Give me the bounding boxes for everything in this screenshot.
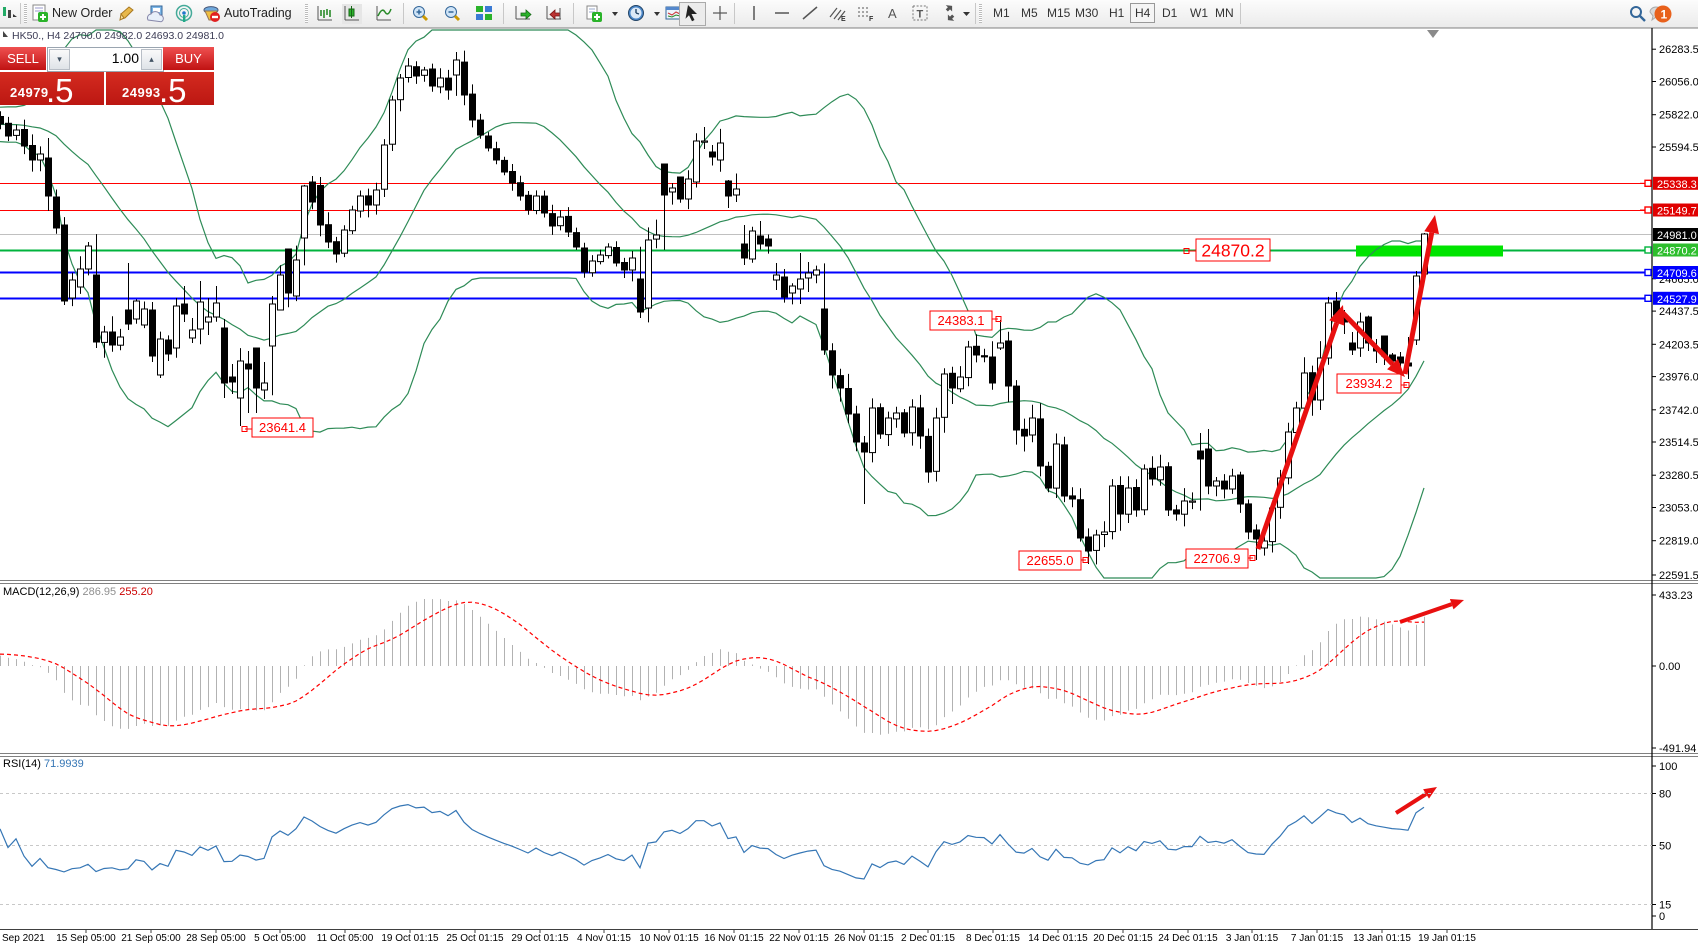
svg-text:5 Oct 05:00: 5 Oct 05:00: [254, 933, 306, 944]
svg-text:MACD(12,26,9) 286.95 255.20: MACD(12,26,9) 286.95 255.20: [3, 586, 153, 598]
svg-text:25822.0: 25822.0: [1659, 110, 1698, 122]
svg-text:24709.6: 24709.6: [1657, 268, 1697, 280]
svg-text:23053.0: 23053.0: [1659, 503, 1698, 515]
svg-text:-491.94: -491.94: [1659, 743, 1696, 755]
svg-text:15 Sep 05:00: 15 Sep 05:00: [56, 933, 116, 944]
svg-text:23934.2: 23934.2: [1346, 376, 1393, 391]
svg-text:15: 15: [1659, 900, 1671, 912]
svg-text:0.00: 0.00: [1659, 661, 1680, 673]
svg-text:3 Jan 01:15: 3 Jan 01:15: [1226, 933, 1279, 944]
svg-text:26 Nov 01:15: 26 Nov 01:15: [834, 933, 894, 944]
svg-text:19 Jan 01:15: 19 Jan 01:15: [1418, 933, 1476, 944]
svg-text:80: 80: [1659, 789, 1671, 801]
svg-text:23514.5: 23514.5: [1659, 437, 1698, 449]
svg-text:22 Nov 01:15: 22 Nov 01:15: [769, 933, 829, 944]
svg-text:13 Jan 01:15: 13 Jan 01:15: [1353, 933, 1411, 944]
svg-text:100: 100: [1659, 761, 1677, 773]
svg-text:24870.2: 24870.2: [1201, 241, 1264, 261]
svg-text:22706.9: 22706.9: [1194, 551, 1241, 566]
svg-text:24981.0: 24981.0: [1657, 230, 1697, 242]
svg-text:4 Nov 01:15: 4 Nov 01:15: [577, 933, 631, 944]
svg-text:50: 50: [1659, 841, 1671, 853]
svg-text:14 Dec 01:15: 14 Dec 01:15: [1028, 933, 1088, 944]
svg-text:25594.5: 25594.5: [1659, 142, 1698, 154]
svg-text:RSI(14) 71.9939: RSI(14) 71.9939: [3, 758, 84, 770]
svg-text:0: 0: [1659, 911, 1665, 923]
svg-text:24 Dec 01:15: 24 Dec 01:15: [1158, 933, 1218, 944]
svg-text:1: 1: [1661, 8, 1668, 22]
svg-text:22591.5: 22591.5: [1659, 570, 1698, 582]
svg-text:26056.0: 26056.0: [1659, 77, 1698, 89]
svg-text:25149.7: 25149.7: [1657, 206, 1697, 218]
svg-text:7 Jan 01:15: 7 Jan 01:15: [1291, 933, 1344, 944]
svg-text:Sep 2021: Sep 2021: [2, 933, 45, 944]
svg-text:24203.5: 24203.5: [1659, 339, 1698, 351]
svg-text:16 Nov 01:15: 16 Nov 01:15: [704, 933, 764, 944]
svg-text:24870.2: 24870.2: [1657, 246, 1697, 258]
svg-text:10 Nov 01:15: 10 Nov 01:15: [639, 933, 699, 944]
svg-text:22819.0: 22819.0: [1659, 536, 1698, 548]
svg-text:24437.5: 24437.5: [1659, 306, 1698, 318]
svg-text:19 Oct 01:15: 19 Oct 01:15: [381, 933, 439, 944]
svg-text:20 Dec 01:15: 20 Dec 01:15: [1093, 933, 1153, 944]
svg-text:22655.0: 22655.0: [1027, 553, 1074, 568]
svg-text:23976.0: 23976.0: [1659, 372, 1698, 384]
svg-text:HK50., H4 24700.0 24982.0 246: HK50., H4 24700.0 24982.0 24693.0 24981.…: [12, 30, 224, 42]
svg-text:23742.0: 23742.0: [1659, 405, 1698, 417]
svg-text:23280.5: 23280.5: [1659, 470, 1698, 482]
svg-text:E: E: [841, 16, 846, 23]
svg-text:28 Sep 05:00: 28 Sep 05:00: [186, 933, 246, 944]
svg-text:2 Dec 01:15: 2 Dec 01:15: [901, 933, 955, 944]
svg-text:23641.4: 23641.4: [259, 420, 306, 435]
svg-text:8 Dec 01:15: 8 Dec 01:15: [966, 933, 1020, 944]
svg-text:26283.5: 26283.5: [1659, 44, 1698, 56]
svg-text:T: T: [917, 9, 924, 21]
svg-text:29 Oct 01:15: 29 Oct 01:15: [511, 933, 569, 944]
svg-text:F: F: [869, 16, 874, 23]
svg-text:25338.3: 25338.3: [1657, 179, 1697, 191]
svg-text:11 Oct 05:00: 11 Oct 05:00: [317, 933, 374, 944]
svg-text:25 Oct 01:15: 25 Oct 01:15: [446, 933, 504, 944]
svg-text:433.23: 433.23: [1659, 590, 1693, 602]
svg-text:24383.1: 24383.1: [938, 313, 985, 328]
svg-text:24527.9: 24527.9: [1657, 294, 1697, 306]
svg-text:21 Sep 05:00: 21 Sep 05:00: [121, 933, 181, 944]
